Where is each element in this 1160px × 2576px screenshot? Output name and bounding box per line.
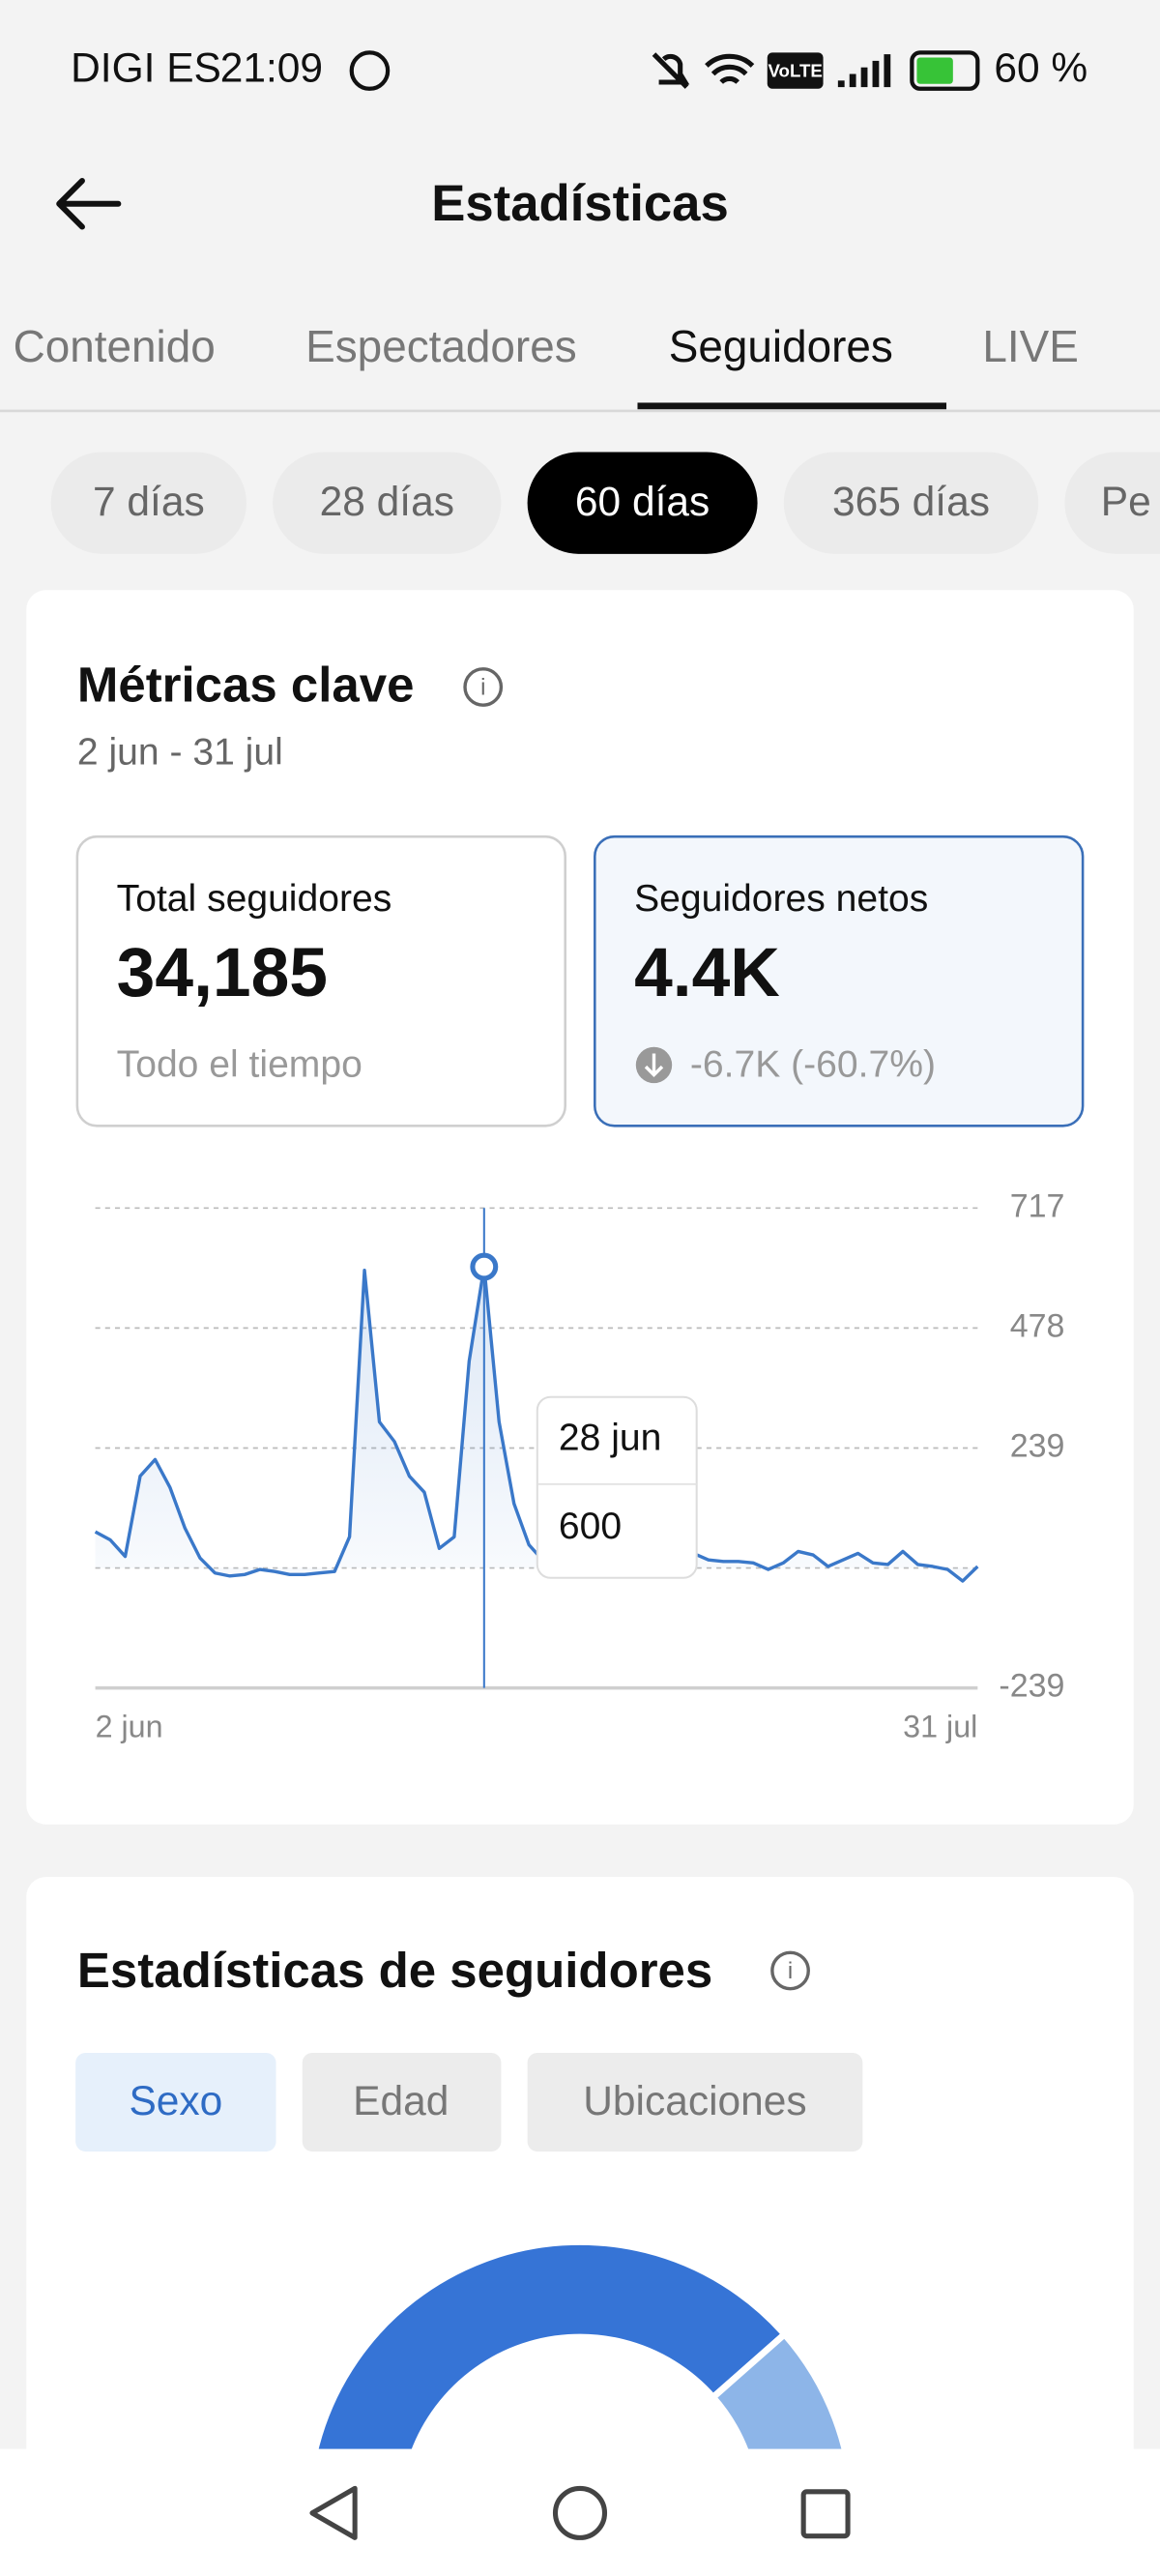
x-tick-label: 31 jul	[903, 1710, 977, 1744]
highlight-point	[470, 1252, 499, 1281]
carrier: DIGI ES	[71, 45, 221, 91]
metric-value: 34,185	[117, 934, 328, 1011]
subtab[interactable]	[527, 2052, 863, 2152]
period-chip-label: Pe	[1101, 480, 1151, 525]
period-chip[interactable]	[273, 452, 502, 554]
metric-label: Seguidores netos	[634, 878, 928, 920]
period-chip-label: 365 días	[832, 480, 990, 525]
y-tick-label: -239	[999, 1668, 1064, 1705]
metric-card-selected[interactable]	[594, 834, 1085, 1127]
period-chip-label: 60 días	[575, 480, 710, 525]
back-button[interactable]	[56, 178, 122, 230]
tab[interactable]: Espectadores	[305, 321, 577, 371]
date-range: 2 jun - 31 jul	[77, 732, 283, 774]
metric-change: -6.7K (-60.7%)	[690, 1043, 936, 1085]
y-tick-label: 478	[1010, 1307, 1065, 1344]
period-chip[interactable]	[1064, 452, 1160, 554]
nav-bar	[0, 2448, 1160, 2576]
battery-icon	[910, 50, 980, 91]
mute-icon	[652, 52, 690, 89]
tab-indicator	[637, 402, 947, 410]
follower-stats-card	[26, 1877, 1134, 2576]
metric-note: Todo el tiempo	[117, 1043, 362, 1085]
tab[interactable]: LIVE	[982, 321, 1078, 371]
x-tick-label: 2 jun	[96, 1710, 163, 1744]
tooltip-date: 28 jun	[559, 1417, 661, 1458]
volte-badge	[767, 52, 824, 89]
clock: 21:09	[220, 45, 323, 91]
tab[interactable]: Seguidores	[669, 321, 893, 371]
battery-level	[916, 57, 953, 84]
metric-card[interactable]	[75, 834, 566, 1127]
period-chip[interactable]	[783, 452, 1039, 554]
subtab-label: Ubicaciones	[583, 2079, 806, 2124]
period-chip-label: 7 días	[93, 480, 205, 525]
whatsapp-icon	[349, 50, 391, 91]
battery-percent: 60 %	[994, 45, 1088, 91]
metric-value: 4.4K	[634, 934, 780, 1011]
subtab-label: Edad	[353, 2079, 449, 2124]
volte-label: VoLTE	[768, 61, 822, 81]
info-glyph: i	[480, 674, 485, 700]
tab[interactable]: Contenido	[14, 321, 216, 371]
subtab-selected[interactable]	[75, 2052, 276, 2152]
info-glyph: i	[788, 1958, 793, 1984]
y-tick-label: 239	[1010, 1427, 1065, 1464]
nav-recents[interactable]	[800, 2489, 851, 2539]
metric-label: Total seguidores	[117, 878, 392, 920]
donut-segment	[304, 2239, 790, 2518]
nav-back[interactable]	[309, 2485, 358, 2540]
tooltip	[536, 1395, 698, 1579]
signal-icon	[837, 54, 891, 88]
section-title: Métricas clave	[77, 658, 415, 713]
tab-bar: Contenido Espectadores Seguidores LIVE	[14, 321, 1079, 371]
period-chip[interactable]	[527, 452, 758, 554]
line-chart: 717 478 239 -239 2 jun 31 jul 28 jun 600	[94, 1187, 1065, 1744]
y-tick-label: 717	[1010, 1187, 1065, 1224]
period-chip[interactable]	[50, 452, 246, 554]
page-title: Estadísticas	[431, 175, 729, 232]
tooltip-value: 600	[559, 1506, 622, 1547]
nav-home[interactable]	[552, 2485, 608, 2540]
period-chip-label: 28 días	[320, 480, 454, 525]
line-area	[95, 1267, 978, 1582]
down-arrow	[644, 1053, 664, 1078]
wifi-icon	[705, 53, 755, 84]
section-title: Estadísticas de seguidores	[77, 1943, 712, 1998]
subtab-label: Sexo	[129, 2079, 222, 2124]
period-chips: 7 días 28 días 60 días 365 días Pe	[50, 452, 1160, 554]
subtab[interactable]	[302, 2052, 502, 2152]
info-icon[interactable]	[770, 1950, 810, 1991]
info-icon[interactable]	[463, 667, 504, 707]
